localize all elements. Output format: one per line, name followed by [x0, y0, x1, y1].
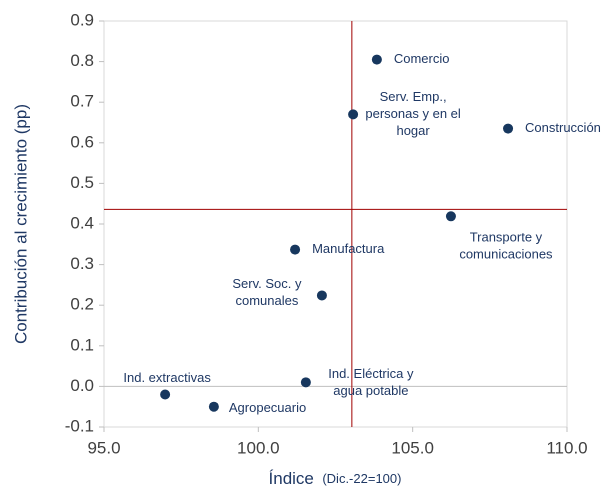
x-axis-title-note: (Dic.-22=100) — [322, 471, 401, 486]
point-label: Construcción — [525, 120, 601, 135]
y-axis-title: Contribución al crecimiento (pp) — [11, 104, 30, 344]
y-tick-label: 0.5 — [70, 173, 94, 192]
data-point — [445, 211, 456, 222]
x-axis-title: Índice (Dic.-22=100) — [269, 469, 402, 488]
point-label: Ind. extractivas — [123, 370, 211, 385]
y-tick-label: 0.9 — [70, 10, 94, 29]
point-label: Ind. Eléctrica y — [328, 366, 414, 381]
data-point — [160, 389, 171, 400]
x-tick-label: 100.0 — [237, 438, 280, 457]
data-point — [290, 244, 301, 255]
x-axis-title-main: Índice — [269, 469, 314, 488]
y-tick-label: 0.7 — [70, 92, 94, 111]
data-point — [503, 123, 514, 134]
x-tick-label: 105.0 — [391, 438, 434, 457]
point-label: agua potable — [333, 383, 408, 398]
data-point — [316, 290, 327, 301]
y-tick-label: 0.0 — [70, 376, 94, 395]
x-tick-label: 95.0 — [87, 438, 120, 457]
y-tick-label: -0.1 — [65, 416, 94, 435]
point-label: personas y en el — [365, 106, 461, 121]
point-label: comunales — [235, 293, 298, 308]
point-label: Manufactura — [312, 241, 385, 256]
point-label: Transporte y — [470, 230, 543, 245]
point-label: Comercio — [394, 51, 450, 66]
y-tick-label: 0.1 — [70, 335, 94, 354]
point-label: hogar — [396, 123, 430, 138]
y-tick-label: 0.4 — [70, 213, 94, 232]
point-label: Agropecuario — [229, 400, 306, 415]
x-tick-label: 110.0 — [546, 438, 587, 457]
point-label: Serv. Emp., — [380, 89, 447, 104]
y-tick-label: 0.3 — [70, 254, 94, 273]
y-tick-label: 0.6 — [70, 132, 94, 151]
y-tick-label: 0.2 — [70, 295, 94, 314]
data-point — [208, 401, 219, 412]
data-point — [348, 109, 359, 120]
data-point — [371, 54, 382, 65]
data-point — [300, 377, 311, 388]
point-label: comunicaciones — [459, 247, 553, 262]
y-tick-label: 0.8 — [70, 51, 94, 70]
point-label: Serv. Soc. y — [232, 276, 302, 291]
